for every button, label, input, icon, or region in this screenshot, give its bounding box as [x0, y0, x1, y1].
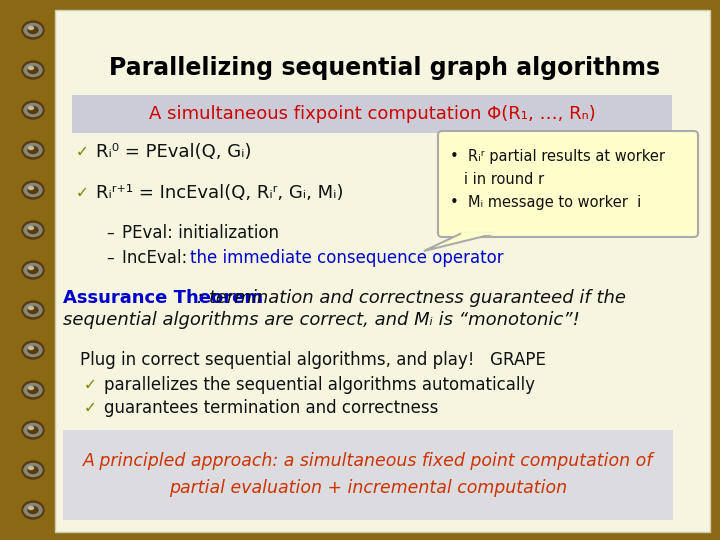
- Text: ✓: ✓: [76, 145, 89, 159]
- Ellipse shape: [29, 347, 34, 349]
- Ellipse shape: [28, 387, 38, 394]
- Text: Rᵢʳ⁺¹ = IncEval(Q, Rᵢʳ, Gᵢ, Mᵢ): Rᵢʳ⁺¹ = IncEval(Q, Rᵢʳ, Gᵢ, Mᵢ): [96, 184, 343, 202]
- Text: A principled approach: a simultaneous fixed point computation of: A principled approach: a simultaneous fi…: [83, 452, 653, 470]
- Ellipse shape: [22, 141, 44, 159]
- Text: Rᵢ⁰ = PEval(Q, Gᵢ): Rᵢ⁰ = PEval(Q, Gᵢ): [96, 143, 251, 161]
- Text: Assurance Theorem: Assurance Theorem: [63, 289, 263, 307]
- Ellipse shape: [22, 421, 44, 439]
- FancyBboxPatch shape: [63, 430, 673, 520]
- Text: –: –: [106, 226, 114, 240]
- Ellipse shape: [22, 221, 44, 239]
- Polygon shape: [424, 233, 497, 251]
- Ellipse shape: [24, 463, 42, 476]
- Ellipse shape: [29, 507, 34, 510]
- Text: Parallelizing sequential graph algorithms: Parallelizing sequential graph algorithm…: [109, 56, 660, 80]
- Ellipse shape: [22, 381, 44, 399]
- Text: Plug in correct sequential algorithms, and play!   GRAPE: Plug in correct sequential algorithms, a…: [80, 351, 546, 369]
- Text: PEval: initialization: PEval: initialization: [122, 224, 279, 242]
- Ellipse shape: [29, 146, 34, 150]
- Ellipse shape: [28, 226, 38, 233]
- Ellipse shape: [29, 467, 34, 469]
- Ellipse shape: [22, 101, 44, 119]
- Ellipse shape: [29, 226, 34, 230]
- Ellipse shape: [28, 427, 38, 434]
- Ellipse shape: [22, 301, 44, 319]
- Ellipse shape: [22, 21, 44, 39]
- Ellipse shape: [29, 26, 34, 30]
- Text: IncEval:: IncEval:: [122, 249, 192, 267]
- FancyBboxPatch shape: [438, 131, 698, 237]
- Ellipse shape: [28, 146, 38, 153]
- Ellipse shape: [29, 66, 34, 70]
- Ellipse shape: [28, 186, 38, 193]
- Ellipse shape: [28, 307, 38, 314]
- Text: •  Mᵢ message to worker  i: • Mᵢ message to worker i: [450, 195, 642, 211]
- Ellipse shape: [29, 267, 34, 269]
- Ellipse shape: [24, 104, 42, 117]
- Ellipse shape: [22, 501, 44, 519]
- Text: guarantees termination and correctness: guarantees termination and correctness: [104, 399, 438, 417]
- Ellipse shape: [24, 264, 42, 276]
- Ellipse shape: [22, 461, 44, 479]
- Ellipse shape: [22, 61, 44, 79]
- Text: : termination and correctness guaranteed if the: : termination and correctness guaranteed…: [197, 289, 626, 307]
- Ellipse shape: [28, 347, 38, 354]
- Ellipse shape: [28, 106, 38, 113]
- Text: i in round r: i in round r: [450, 172, 544, 186]
- Ellipse shape: [29, 307, 34, 309]
- Ellipse shape: [24, 503, 42, 516]
- Text: ✓: ✓: [84, 377, 96, 393]
- Text: •  Rᵢʳ partial results at worker: • Rᵢʳ partial results at worker: [450, 150, 665, 165]
- Ellipse shape: [24, 423, 42, 436]
- Ellipse shape: [24, 303, 42, 316]
- Ellipse shape: [29, 427, 34, 429]
- FancyBboxPatch shape: [55, 10, 710, 532]
- FancyBboxPatch shape: [72, 95, 672, 133]
- Ellipse shape: [28, 26, 38, 33]
- Text: ✓: ✓: [76, 186, 89, 200]
- Text: sequential algorithms are correct, and Mᵢ is “monotonic”!: sequential algorithms are correct, and M…: [63, 311, 580, 329]
- Ellipse shape: [22, 341, 44, 359]
- Ellipse shape: [24, 24, 42, 37]
- Text: A simultaneous fixpoint computation Φ(R₁, …, Rₙ): A simultaneous fixpoint computation Φ(R₁…: [148, 105, 595, 123]
- Text: ✓: ✓: [84, 401, 96, 415]
- Ellipse shape: [28, 66, 38, 73]
- Ellipse shape: [24, 224, 42, 237]
- Text: partial evaluation + incremental computation: partial evaluation + incremental computa…: [169, 479, 567, 497]
- Ellipse shape: [24, 383, 42, 396]
- Ellipse shape: [24, 64, 42, 77]
- Ellipse shape: [22, 181, 44, 199]
- Ellipse shape: [22, 261, 44, 279]
- Text: parallelizes the sequential algorithms automatically: parallelizes the sequential algorithms a…: [104, 376, 535, 394]
- Ellipse shape: [28, 507, 38, 514]
- Ellipse shape: [24, 184, 42, 197]
- Ellipse shape: [29, 186, 34, 190]
- Text: –: –: [106, 251, 114, 266]
- Ellipse shape: [29, 387, 34, 389]
- Ellipse shape: [28, 467, 38, 474]
- Ellipse shape: [28, 267, 38, 273]
- Text: the immediate consequence operator: the immediate consequence operator: [190, 249, 503, 267]
- Ellipse shape: [24, 144, 42, 157]
- Ellipse shape: [29, 106, 34, 110]
- Ellipse shape: [24, 343, 42, 356]
